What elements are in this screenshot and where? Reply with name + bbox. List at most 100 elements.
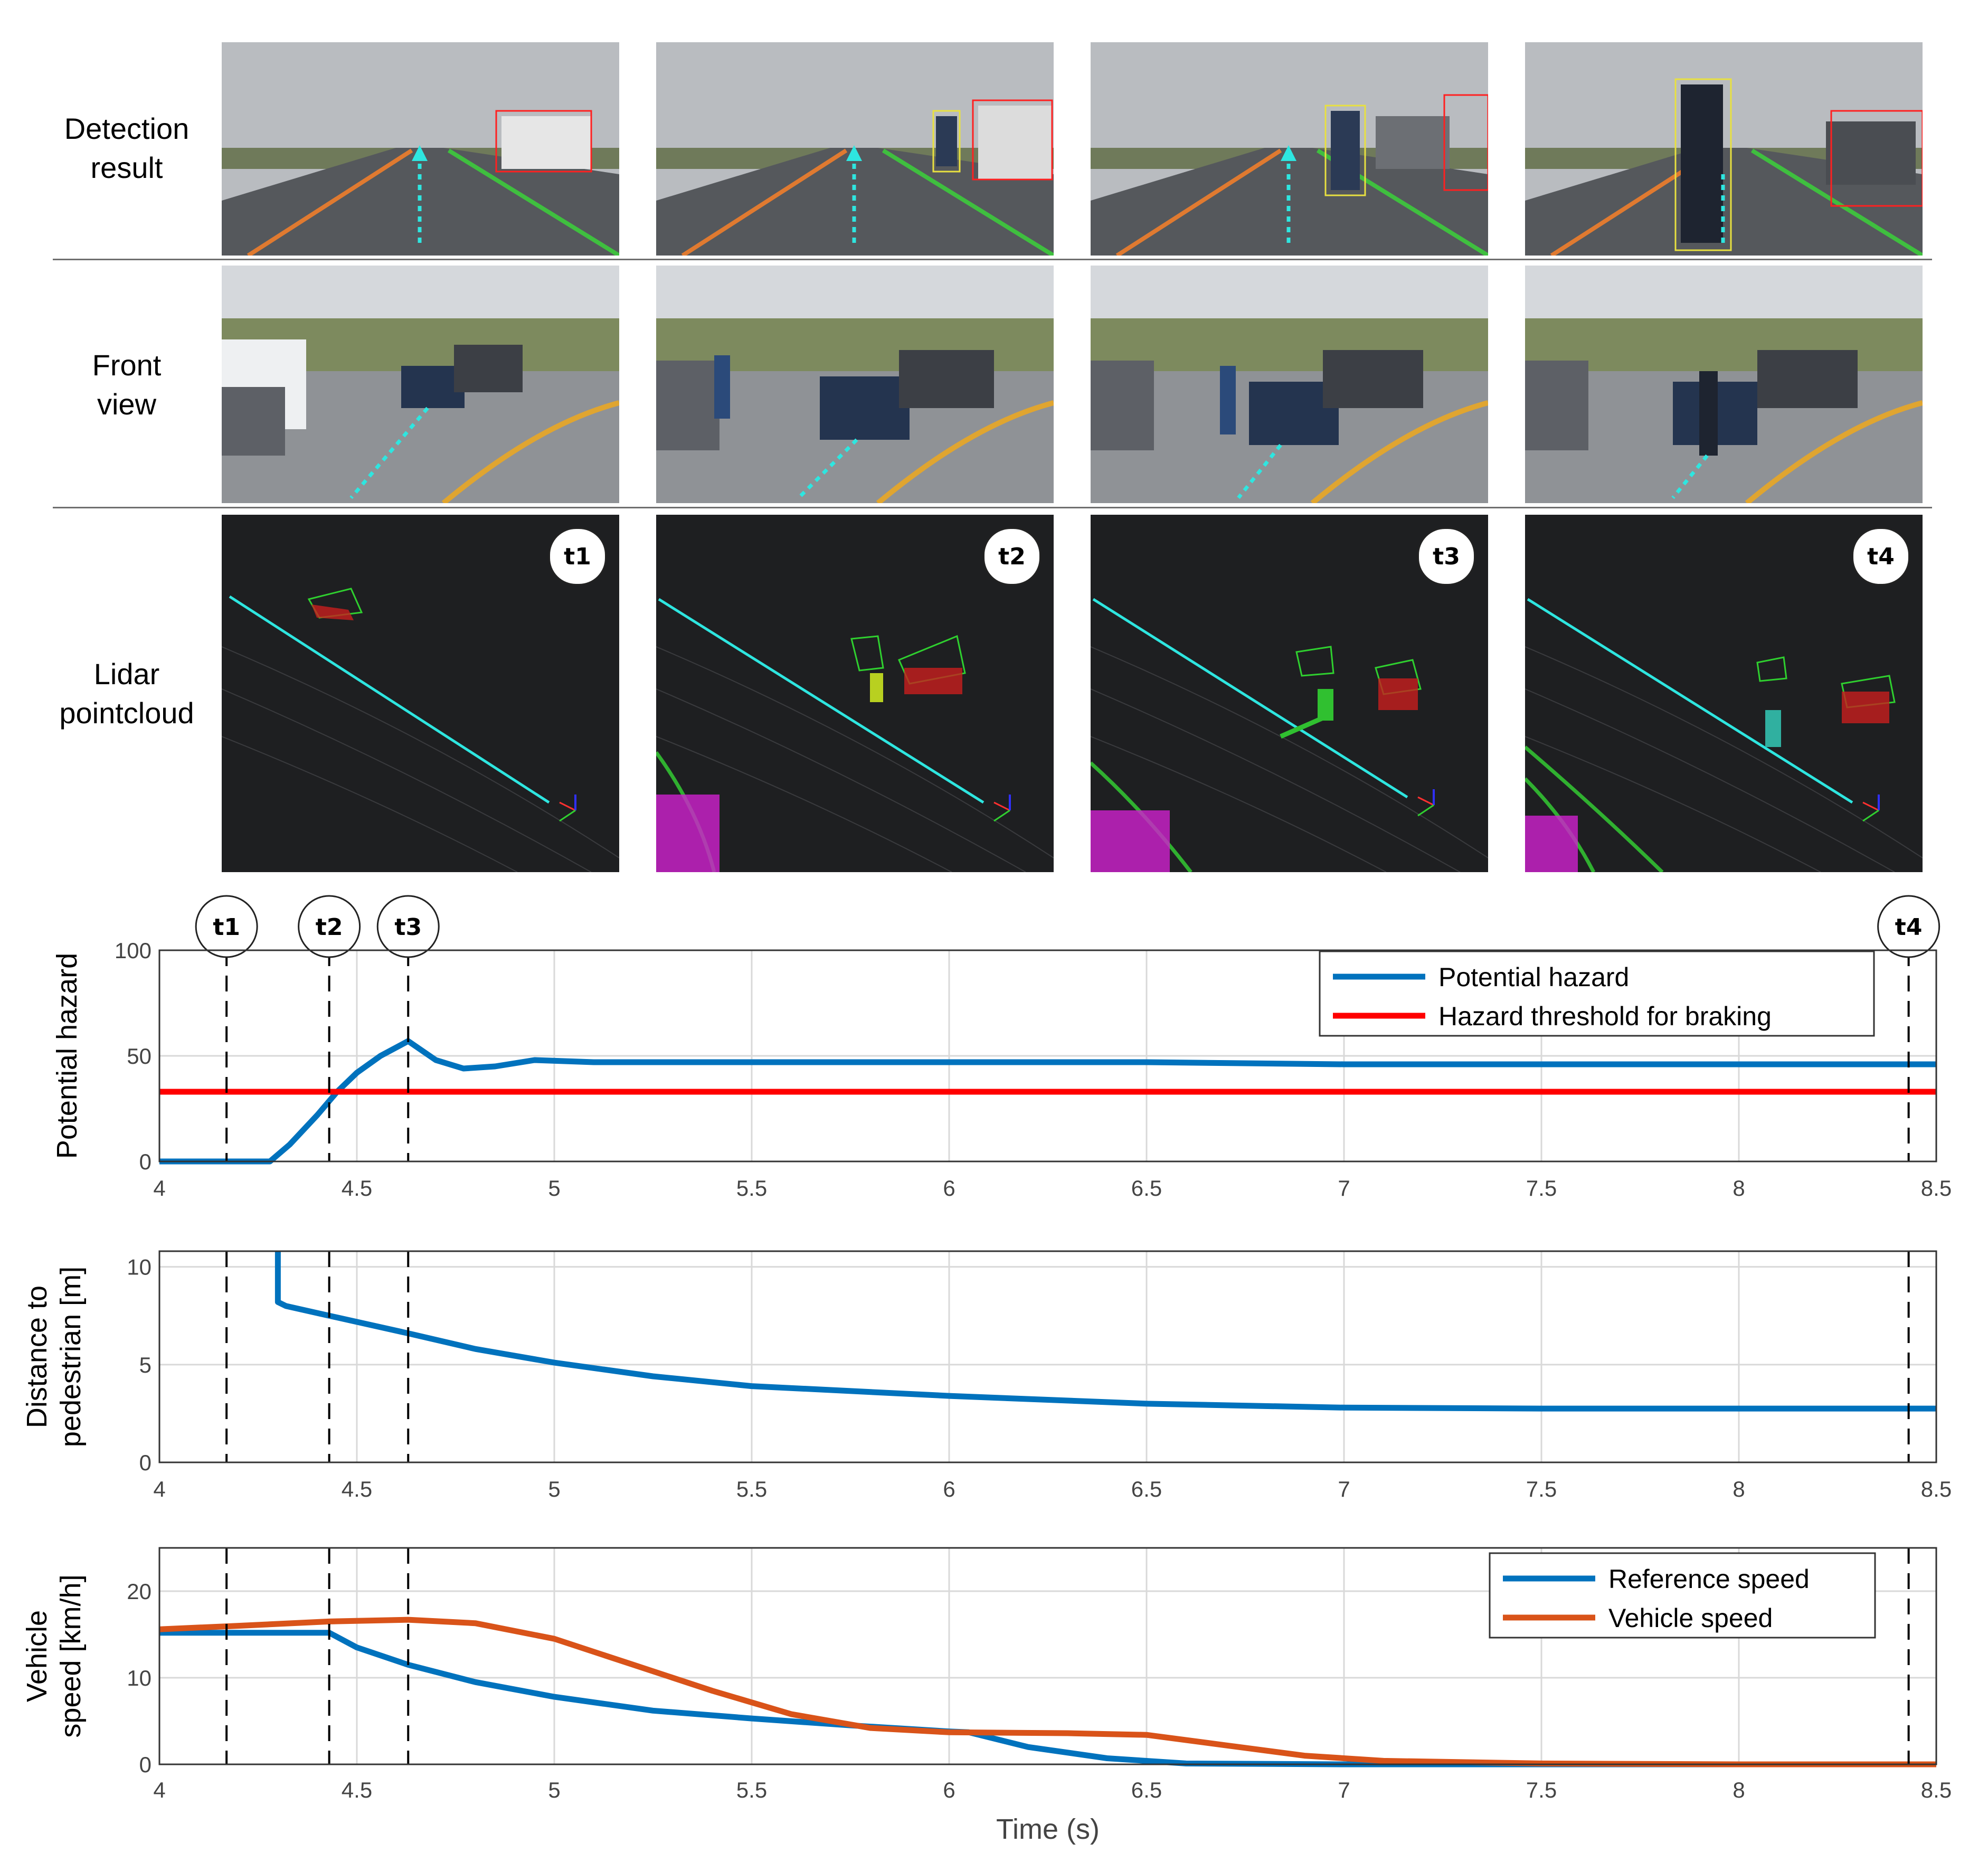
front-view-image-t3 [1091,266,1488,503]
y-tick-label: 10 [127,1666,152,1690]
row-label-line: Lidar [93,657,160,691]
series-line-1 [159,1617,1936,1768]
row-label-line: Front [92,348,162,382]
x-tick-label: 4 [153,1477,165,1501]
time-badge: t2 [983,527,1041,585]
x-tick-label: 6 [943,1778,955,1802]
x-tick-label: 5 [548,1176,560,1201]
x-axis-label: Time (s) [996,1813,1100,1845]
x-tick-label: 7 [1338,1778,1350,1802]
time-marker-circle [376,895,440,958]
y-tick-label: 50 [127,1044,152,1069]
y-tick-label: 0 [139,1752,152,1777]
x-tick-label: 6 [943,1477,955,1501]
y-tick-label: 0 [139,1450,152,1475]
series-line-0 [159,1038,1936,1165]
row-label-line: pointcloud [59,696,194,730]
x-tick-label: 5.5 [736,1176,767,1201]
front-view-image-t1 [222,266,619,503]
x-tick-label: 5.5 [736,1778,767,1802]
time-badge: t4 [1852,527,1910,585]
chart-potential-hazard: 4 4.5 5 5.5 6 6.5 7 7.5 8 8.5 0 50 100 Potential haza… [0,892,1988,1209]
plot-area [159,1251,1936,1462]
time-marker-label: t1 [213,914,240,941]
x-tick-label: 4.5 [342,1477,372,1501]
lidar-image-t3: t3 [1091,515,1488,872]
y-tick-label: 0 [139,1149,152,1174]
y-axis-label-line: Vehicle [21,1610,53,1702]
x-tick-label: 4.5 [342,1176,372,1201]
y-axis-label-line: speed [km/h] [55,1574,87,1737]
time-marker-badge: t1 [195,895,258,958]
time-marker-badge: t2 [298,895,361,958]
time-marker-badge: t3 [376,895,440,958]
x-tick-label: 8 [1733,1778,1745,1802]
x-tick-label: 5 [548,1778,560,1802]
legend-label: Potential hazard [1438,962,1629,992]
y-axis-label: Distance topedestrian [m] [21,1266,87,1447]
x-tick-label: 7 [1338,1477,1350,1501]
lidar-image-t1: t1 [222,515,619,872]
time-marker-circle [195,895,258,958]
detection-image-t4 [1525,42,1923,256]
y-tick-label: 10 [127,1255,152,1280]
y-axis-label-line: Distance to [21,1286,53,1428]
x-tick-label: 8.5 [1921,1778,1952,1802]
legend-box [1319,950,1875,1037]
chart-potential-hazard-svg: 4 4.5 5 5.5 6 6.5 7 7.5 8 8.5 0 50 100 Potential haza… [51,895,1952,1201]
front-view-image-t2 [656,266,1054,503]
x-tick-label: 5.5 [736,1477,767,1501]
x-tick-label: 6.5 [1131,1778,1162,1802]
row-label-line: Detection [64,112,190,145]
row-label-line: view [97,387,157,421]
time-marker-circle [1877,895,1940,958]
time-marker-badge: t4 [1877,895,1940,958]
legend-box [1489,1552,1876,1639]
time-badge: t3 [1417,527,1475,585]
chart-distance-to-pedestrian: 4 4.5 5 5.5 6 6.5 7 7.5 8 8.5 0 5 10 Distance topedes… [0,1209,1988,1505]
x-tick-label: 8 [1733,1477,1745,1501]
x-tick-label: 6.5 [1131,1176,1162,1201]
detection-image-t2 [656,42,1054,256]
x-tick-label: 4 [153,1778,165,1802]
row-divider [53,259,1932,260]
plot-frame [158,1547,1937,1765]
y-tick-label: 100 [115,938,152,963]
lidar-image-t2: t2 [656,515,1054,872]
row-label-lidar: Lidar pointcloud [21,655,232,733]
y-tick-label: 5 [139,1353,152,1377]
legend-label: Hazard threshold for braking [1438,1001,1772,1031]
row-label-front-view: Front view [21,346,232,424]
time-marker-circle [298,895,361,958]
y-axis-label-line: pedestrian [m] [55,1266,87,1447]
x-tick-label: 5 [548,1477,560,1501]
y-axis-label: Vehiclespeed [km/h] [21,1574,87,1737]
time-marker-label: t4 [1895,914,1923,941]
detection-image-t1 [222,42,619,256]
x-tick-label: 7.5 [1526,1778,1557,1802]
x-tick-label: 7 [1338,1176,1350,1201]
chart-vehicle-speed-svg: 4 4.5 5 5.5 6 6.5 7 7.5 8 8.5 0 10 20 Vehiclespeed [k… [21,1547,1952,1845]
series-line-0 [274,1251,1936,1412]
x-tick-label: 7.5 [1526,1477,1557,1501]
legend-label: Vehicle speed [1608,1603,1773,1633]
x-tick-label: 8.5 [1921,1176,1952,1201]
time-badge: t1 [548,527,607,585]
y-tick-label: 20 [127,1579,152,1604]
time-marker-label: t3 [394,914,422,941]
row-label-detection: Detection result [21,109,232,187]
x-tick-label: 6.5 [1131,1477,1162,1501]
detection-image-t3 [1091,42,1488,256]
x-tick-label: 8.5 [1921,1477,1952,1501]
plot-frame [158,1250,1937,1463]
chart-vehicle-speed: 4 4.5 5 5.5 6 6.5 7 7.5 8 8.5 0 10 20 Vehiclespeed [k… [0,1505,1988,1862]
y-axis-label: Potential hazard [51,953,83,1159]
row-label-line: result [90,151,163,184]
front-view-image-t4 [1525,266,1923,503]
chart-distance-svg: 4 4.5 5 5.5 6 6.5 7 7.5 8 8.5 0 5 10 Distance topedes… [21,1250,1952,1501]
legend-label: Reference speed [1608,1564,1810,1594]
time-marker-label: t2 [316,914,343,941]
plot-frame [158,949,1937,1162]
x-tick-label: 4 [153,1176,165,1201]
lidar-image-t4: t4 [1525,515,1923,872]
